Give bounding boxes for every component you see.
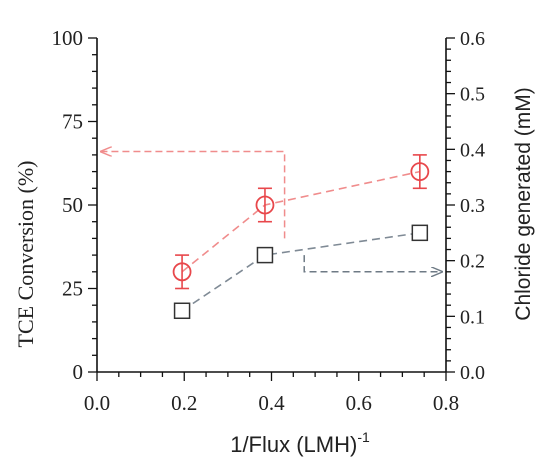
tick-labels: 0.0 0.2 0.4 0.6 0.8 0 25 50 75 100 0.0 0.1 0.2 0.3 0.4… xyxy=(52,26,486,415)
y-left-tick-label: 0 xyxy=(73,360,84,384)
x-tick-label: 0.8 xyxy=(433,391,459,415)
y-left-tick-label: 75 xyxy=(62,110,83,134)
x-tick-label: 0.2 xyxy=(171,391,197,415)
y-right-tick-label: 0.4 xyxy=(460,139,485,161)
y-left-tick-label: 50 xyxy=(62,193,83,217)
annotations xyxy=(101,152,442,272)
x-axis-title-sup: -1 xyxy=(357,429,370,445)
y-right-tick-label: 0.3 xyxy=(460,195,485,217)
arrow-to-right-axis xyxy=(303,255,442,272)
y-left-tick-label: 100 xyxy=(52,26,84,50)
series-0-point xyxy=(410,162,430,182)
series-0-line xyxy=(181,170,420,273)
axes xyxy=(96,38,447,373)
ticks xyxy=(88,37,455,381)
series-0-point xyxy=(255,195,275,215)
series-marks xyxy=(172,154,430,320)
series-lines xyxy=(181,170,420,312)
y-right-tick-label: 0.6 xyxy=(460,28,485,50)
series-1-point xyxy=(173,302,191,320)
y-axis-right-title: Chloride generated (mM) xyxy=(512,87,535,320)
y-axis-left-title: TCE Conversion (%) xyxy=(13,161,38,348)
y-right-tick-label: 0.0 xyxy=(460,362,485,384)
y-right-tick-label: 0.5 xyxy=(460,84,485,106)
x-tick-label: 0.0 xyxy=(84,391,110,415)
x-axis-title-main: 1/Flux (LMH) xyxy=(230,432,357,457)
x-tick-label: 0.6 xyxy=(346,391,372,415)
series-0-point xyxy=(172,262,192,282)
series-1-line xyxy=(181,232,420,312)
y-left-tick-label: 25 xyxy=(62,277,83,301)
series-1-point xyxy=(411,224,429,242)
y-right-tick-label: 0.2 xyxy=(460,251,485,273)
y-right-tick-label: 0.1 xyxy=(460,306,485,328)
arrow-to-left-axis xyxy=(101,152,286,239)
x-axis-title: 1/Flux (LMH)-1 xyxy=(230,429,370,457)
series-1-point xyxy=(256,246,274,264)
x-tick-label: 0.4 xyxy=(258,391,285,415)
